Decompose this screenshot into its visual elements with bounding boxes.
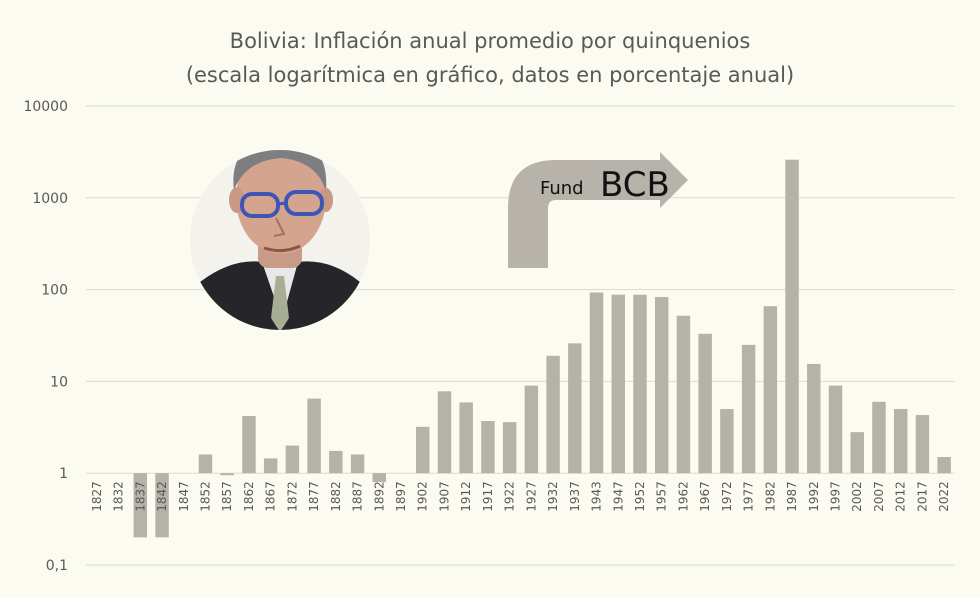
x-tick-label: 2022 — [937, 481, 951, 512]
x-tick-label: 1907 — [437, 481, 451, 512]
x-tick-label: 1857 — [220, 481, 234, 512]
x-tick-label: 1952 — [633, 481, 647, 512]
bar-1892 — [372, 473, 387, 483]
x-tick-label: 1947 — [611, 481, 625, 512]
x-tick-label: 1967 — [698, 481, 712, 512]
bar-1937 — [568, 343, 582, 474]
x-tick-label: 1972 — [720, 481, 734, 512]
bar-1977 — [741, 344, 756, 474]
x-tick-label: 2007 — [872, 481, 886, 512]
bar-1887 — [350, 454, 365, 474]
x-tick-label: 1987 — [785, 481, 799, 512]
bar-2002 — [850, 432, 864, 474]
x-tick-label: 2012 — [894, 481, 908, 512]
x-tick-label: 1992 — [807, 481, 821, 512]
x-tick-label: 1887 — [351, 481, 365, 512]
x-tick-label: 1927 — [524, 481, 538, 512]
bcb-arrow-annotation: Fund BCB — [508, 152, 688, 268]
bar-1967 — [698, 333, 712, 474]
x-tick-label: 1832 — [112, 481, 126, 512]
bar-1912 — [459, 402, 473, 474]
x-tick-label: 1842 — [155, 481, 169, 512]
x-tick-label: 1882 — [329, 481, 343, 512]
x-tick-label: 1932 — [546, 481, 560, 512]
bar-1927 — [524, 385, 539, 474]
y-axis: 0,1 1 10 100 1000 10000 — [23, 99, 68, 574]
bar-1837 — [133, 473, 148, 538]
x-tick-label: 1852 — [198, 481, 212, 512]
y-tick-label: 1000 — [32, 191, 68, 207]
x-tick-label: 1827 — [90, 481, 104, 512]
x-tick-label: 1877 — [307, 481, 321, 512]
x-tick-label: 1922 — [503, 481, 517, 512]
curved-arrow-icon — [508, 152, 688, 268]
x-tick-label: 1847 — [177, 481, 191, 512]
x-tick-label: 1902 — [416, 481, 430, 512]
bar-1972 — [720, 409, 734, 474]
bar-1922 — [502, 422, 517, 474]
chart-subtitle: (escala logarítmica en gráfico, datos en… — [186, 63, 794, 87]
x-tick-label: 1917 — [481, 481, 495, 512]
x-tick-label: 1997 — [829, 481, 843, 512]
chart-title: Bolivia: Inflación anual promedio por qu… — [230, 29, 751, 53]
y-tick-label: 10 — [50, 374, 68, 390]
x-tick-label: 1943 — [590, 481, 604, 512]
bar-1957 — [654, 297, 669, 474]
bar-2007 — [872, 401, 886, 474]
bar-1952 — [633, 294, 647, 474]
bar-1947 — [611, 294, 625, 474]
arrow-label-fund: Fund — [540, 178, 584, 199]
bar-1857 — [220, 473, 234, 476]
y-tick-label: 10000 — [23, 99, 68, 115]
x-tick-label: 2002 — [850, 481, 864, 512]
x-tick-label: 1892 — [372, 481, 386, 512]
bar-1987 — [785, 159, 799, 474]
bar-1962 — [676, 315, 691, 474]
bar-1872 — [285, 445, 300, 474]
bars — [133, 159, 951, 538]
x-tick-label: 1872 — [285, 481, 299, 512]
bar-2022 — [937, 457, 951, 474]
x-tick-label: 1982 — [763, 481, 777, 512]
x-tick-label: 1912 — [459, 481, 473, 512]
bar-1852 — [198, 454, 213, 474]
x-tick-label: 1977 — [742, 481, 756, 512]
x-tick-label: 1897 — [394, 481, 408, 512]
bar-1982 — [763, 306, 778, 474]
bar-2017 — [915, 415, 930, 474]
bar-1917 — [481, 421, 495, 474]
bar-1997 — [828, 385, 843, 474]
x-tick-label: 1837 — [133, 481, 147, 512]
x-tick-label: 1862 — [242, 481, 256, 512]
bar-2012 — [893, 409, 908, 474]
bar-1932 — [546, 355, 560, 474]
y-tick-label: 100 — [41, 283, 68, 299]
x-tick-label: 1962 — [676, 481, 690, 512]
x-tick-label: 1957 — [655, 481, 669, 512]
y-tick-label: 0,1 — [46, 558, 68, 574]
bar-1842 — [155, 473, 169, 538]
bar-1943 — [589, 292, 604, 474]
x-tick-label: 1937 — [568, 481, 582, 512]
bar-1862 — [242, 415, 256, 474]
bar-1902 — [416, 426, 430, 474]
portrait-photo — [190, 150, 370, 330]
bar-1877 — [307, 398, 321, 474]
bar-1882 — [329, 450, 343, 474]
bar-1867 — [263, 458, 278, 474]
x-axis: 1827 1832 1837 1842 1847 1852 1857 1862 1867 1872… — [90, 481, 951, 512]
y-tick-label: 1 — [59, 466, 68, 482]
bar-1992 — [807, 363, 821, 474]
x-tick-label: 2017 — [915, 481, 929, 512]
bar-1907 — [437, 391, 452, 474]
x-tick-label: 1867 — [264, 481, 278, 512]
arrow-label-bcb: BCB — [600, 165, 670, 205]
